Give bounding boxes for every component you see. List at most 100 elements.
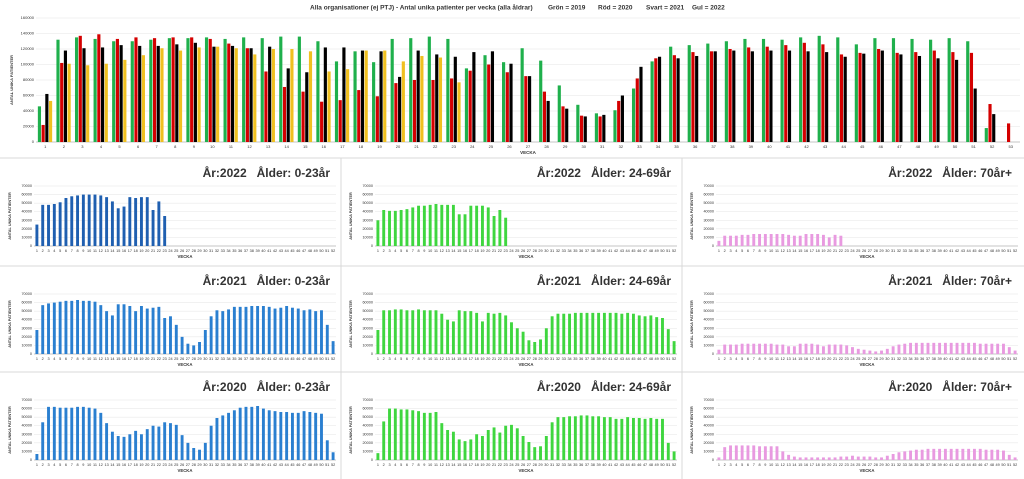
x-tick-label: 35 — [914, 249, 918, 253]
bar — [334, 61, 339, 142]
x-tick-label: 45 — [860, 144, 865, 149]
bar — [734, 344, 738, 354]
bar — [510, 322, 513, 354]
bar — [758, 446, 762, 460]
x-tick-label: 9 — [423, 357, 425, 361]
x-tick-label: 3 — [47, 463, 49, 467]
bar — [156, 45, 160, 142]
x-tick-label: 46 — [879, 144, 884, 149]
bar — [149, 39, 153, 143]
bar — [160, 48, 164, 142]
y-axis-label: ANTAL UNIKA PATIENTER — [349, 192, 353, 240]
y-tick-label: 70000 — [21, 398, 32, 402]
x-tick-label: 14 — [110, 463, 114, 467]
bar — [827, 344, 831, 354]
bar — [273, 411, 277, 460]
bar — [966, 41, 970, 142]
x-tick-label: 17 — [810, 249, 814, 253]
x-tick-label: 38 — [730, 144, 735, 149]
bar — [412, 80, 417, 142]
x-tick-label: 50 — [319, 249, 323, 253]
x-tick-label: 41 — [608, 249, 612, 253]
bar — [428, 310, 432, 354]
x-tick-label: 17 — [810, 357, 814, 361]
bar — [110, 431, 114, 460]
bar — [93, 38, 97, 142]
bar — [105, 197, 109, 246]
bar — [457, 214, 461, 246]
x-tick-label: 19 — [480, 249, 484, 253]
bar — [416, 50, 420, 142]
x-tick-label: 49 — [314, 357, 318, 361]
bar — [451, 204, 455, 246]
y-tick-label: 40000 — [703, 210, 714, 214]
x-tick-label: 13 — [266, 144, 271, 149]
bar — [45, 93, 49, 142]
x-tick-label: 27 — [527, 249, 531, 253]
y-tick-label: 20000 — [362, 227, 373, 231]
x-tick-label: 10 — [87, 463, 91, 467]
x-tick-label: 12 — [440, 249, 444, 253]
x-tick-label: 31 — [209, 249, 213, 253]
bar — [190, 37, 194, 142]
x-tick-label: 11 — [775, 357, 779, 361]
bar — [204, 37, 209, 142]
y-tick-label: 0 — [371, 352, 373, 356]
bar — [492, 427, 496, 460]
bar — [643, 316, 647, 354]
x-tick-label: 6 — [747, 463, 749, 467]
x-tick-label: 5 — [741, 357, 743, 361]
x-tick-label: 30 — [544, 463, 548, 467]
bar — [169, 316, 172, 354]
x-tick-label: 17 — [340, 144, 345, 149]
bar — [151, 307, 155, 354]
y-tick-label: 60000 — [23, 93, 35, 98]
x-tick-label: 3 — [388, 463, 390, 467]
bar — [253, 54, 257, 142]
x-tick-label: 7 — [753, 357, 755, 361]
y-tick-label: 50000 — [362, 201, 373, 205]
x-tick-label: 40 — [943, 463, 947, 467]
bar — [325, 440, 329, 460]
bar — [816, 457, 820, 460]
bar — [192, 345, 196, 354]
bar — [86, 65, 90, 142]
bar — [157, 306, 161, 354]
x-tick-label: 41 — [949, 357, 953, 361]
x-tick-label: 7 — [71, 249, 73, 253]
x-tick-label: 15 — [457, 249, 461, 253]
bar — [209, 316, 213, 354]
bar — [279, 36, 283, 142]
x-tick-label: 22 — [498, 249, 502, 253]
x-tick-label: 33 — [562, 357, 566, 361]
x-tick-label: 20 — [486, 357, 490, 361]
bar — [134, 430, 138, 460]
y-tick-label: 0 — [30, 458, 32, 462]
x-tick-label: 41 — [267, 249, 271, 253]
x-tick-label: 13 — [104, 249, 108, 253]
x-tick-label: 39 — [255, 357, 259, 361]
bar — [909, 342, 913, 354]
x-tick-label: 10 — [428, 463, 432, 467]
x-tick-label: 24 — [850, 249, 854, 253]
bar — [58, 301, 62, 354]
x-tick-label: 11 — [775, 249, 779, 253]
y-tick-label: 10000 — [21, 235, 32, 239]
bar — [446, 430, 450, 460]
x-tick-label: 2 — [724, 357, 726, 361]
bar — [851, 455, 854, 460]
bar — [440, 423, 444, 460]
x-tick-label: 29 — [879, 463, 883, 467]
x-tick-label: 47 — [643, 463, 647, 467]
x-tick-label: 32 — [897, 463, 901, 467]
x-tick-label: 11 — [434, 357, 438, 361]
x-tick-label: 46 — [637, 463, 641, 467]
bar — [52, 204, 56, 246]
x-tick-label: 47 — [643, 249, 647, 253]
x-tick-label: 30 — [203, 357, 207, 361]
bar — [198, 449, 201, 460]
bar — [631, 313, 635, 354]
x-tick-label: 19 — [480, 463, 484, 467]
bar — [197, 47, 201, 143]
